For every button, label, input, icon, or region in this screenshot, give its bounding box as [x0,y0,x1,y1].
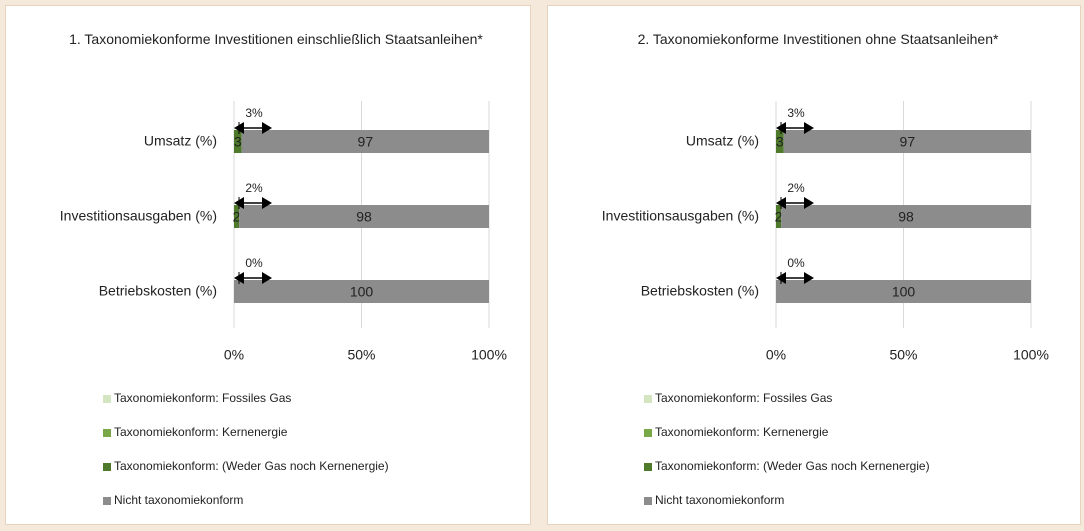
x-tick-label: 100% [471,347,507,363]
data-label: 3 [776,134,784,150]
data-label: 2 [233,209,241,225]
annotation: 3% [245,106,263,120]
arrow-head [776,122,814,134]
legend-label: Taxonomiekonform: Fossiles Gas [655,391,832,405]
legend-swatch [644,497,652,505]
bar-segment [776,205,782,228]
chart-panel: 2. Taxonomiekonforme Investitionen ohne … [547,5,1081,525]
arrow-head [234,272,272,284]
legend-swatch [103,463,111,471]
legend-label: Taxonomiekonform: Kernenergie [655,425,829,439]
legend-swatch [644,429,652,437]
bar-segment [239,205,489,228]
bar-segment [776,130,784,153]
data-label: 97 [900,134,916,150]
legend-swatch [103,429,111,437]
x-tick-label: 0% [766,347,786,363]
data-label: 97 [358,134,374,150]
arrow-head [776,272,814,284]
arrow-head [776,197,814,209]
annotation: 2% [787,181,805,195]
data-label: 98 [898,209,914,225]
bar-segment [234,280,489,303]
legend-swatch [644,463,652,471]
chart-title: 1. Taxonomiekonforme Investitionen einsc… [69,31,483,47]
bar-segment [234,130,242,153]
y-tick-label: Betriebskosten (%) [99,283,217,299]
bar-segment [783,130,1031,153]
legend-label: Taxonomiekonform: (Weder Gas noch Kernen… [655,459,930,473]
chart-title: 2. Taxonomiekonforme Investitionen ohne … [637,31,999,47]
arrow-head [234,197,272,209]
data-label: 100 [350,284,374,300]
chart: 0% 50% 100% Umsatz (%) 3 97 3% Investitionsausg… [60,101,507,507]
data-label: 2 [775,209,783,225]
y-tick-label: Betriebskosten (%) [641,283,759,299]
x-tick-label: 100% [1013,347,1049,363]
x-tick-label: 50% [889,347,917,363]
y-tick-label: Investitionsausgaben (%) [602,208,759,224]
legend-label: Taxonomiekonform: Kernenergie [114,425,288,439]
legend-label: Nicht taxonomiekonform [114,493,243,507]
legend-label: Taxonomiekonform: (Weder Gas noch Kernen… [114,459,389,473]
chart: 0% 50% 100% Umsatz (%) 3 97 3% Investitionsausg… [602,101,1049,507]
chart-panel: 1. Taxonomiekonforme Investitionen einsc… [5,5,531,525]
data-label: 98 [356,209,372,225]
legend-swatch [103,497,111,505]
bar-segment [234,205,240,228]
legend-label: Nicht taxonomiekonform [655,493,784,507]
annotation: 2% [245,181,263,195]
bar-segment [776,280,1031,303]
annotation: 0% [787,256,805,270]
annotation: 0% [245,256,263,270]
arrow-head [234,122,272,134]
x-tick-label: 0% [224,347,244,363]
data-label: 3 [234,134,242,150]
x-tick-label: 50% [347,347,375,363]
data-label: 100 [892,284,916,300]
y-tick-label: Umsatz (%) [686,133,759,149]
legend-label: Taxonomiekonform: Fossiles Gas [114,391,291,405]
legend-swatch [644,395,652,403]
y-tick-label: Umsatz (%) [144,133,217,149]
bar-segment [781,205,1031,228]
legend-swatch [103,395,111,403]
bar-segment [241,130,489,153]
y-tick-label: Investitionsausgaben (%) [60,208,217,224]
annotation: 3% [787,106,805,120]
